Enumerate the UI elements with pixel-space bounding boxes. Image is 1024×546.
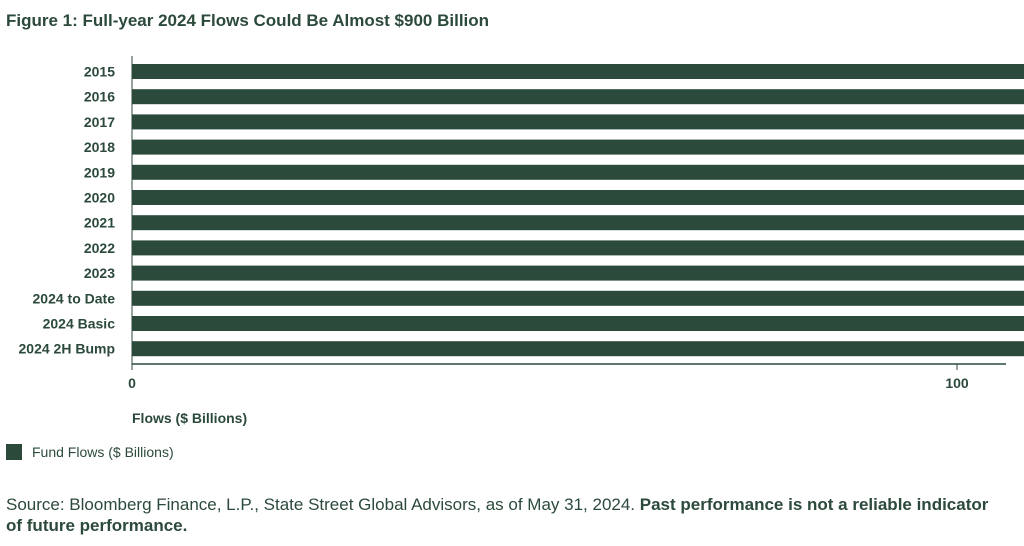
category-label: 2017 bbox=[84, 114, 115, 130]
chart-title: Figure 1: Full-year 2024 Flows Could Be … bbox=[6, 11, 490, 30]
bars-group bbox=[132, 64, 1024, 357]
x-tick-label: 100 bbox=[945, 375, 969, 391]
x-tick-label: 0 bbox=[128, 375, 136, 391]
category-label: 2024 to Date bbox=[33, 290, 116, 306]
category-label: 2022 bbox=[84, 240, 115, 256]
bar-2017 bbox=[132, 114, 1024, 130]
source-text: Source: Bloomberg Finance, L.P., State S… bbox=[6, 495, 640, 514]
x-axis: 0100200300400500600700800900 bbox=[128, 56, 1006, 391]
source-disclaimer: Past performance is not a reliable indic… bbox=[6, 495, 989, 535]
category-label: 2015 bbox=[84, 64, 115, 80]
bar-2022 bbox=[132, 240, 1024, 256]
bar-2024-to-date bbox=[132, 290, 1024, 306]
legend: Fund Flows ($ Billions) bbox=[6, 444, 174, 460]
category-label: 2018 bbox=[84, 139, 115, 155]
bar-2024-2h-bump bbox=[132, 341, 1024, 357]
bar-2015 bbox=[132, 64, 1024, 79]
category-label: 2016 bbox=[84, 89, 115, 105]
category-label: 2024 Basic bbox=[43, 316, 116, 332]
category-label: 2021 bbox=[84, 215, 115, 231]
bar-2020 bbox=[132, 190, 1024, 205]
bar-chart: 2015 2016 2017 2018 2019 2020 2021 2022 2023 2024… bbox=[19, 56, 1024, 391]
bar-2018 bbox=[132, 139, 1024, 155]
bar-2016 bbox=[132, 89, 1024, 105]
category-label: 2019 bbox=[84, 164, 115, 180]
legend-label: Fund Flows ($ Billions) bbox=[32, 444, 174, 460]
bar-2019 bbox=[132, 164, 1024, 180]
category-label: 2023 bbox=[84, 265, 115, 281]
category-label: 2020 bbox=[84, 190, 115, 206]
bar-2023 bbox=[132, 265, 1024, 281]
x-axis-title: Flows ($ Billions) bbox=[132, 410, 248, 426]
category-labels: 2015 2016 2017 2018 2019 2020 2021 2022 2023 2024… bbox=[19, 64, 116, 357]
bar-2021 bbox=[132, 215, 1024, 231]
bar-2024-basic bbox=[132, 316, 1024, 331]
legend-swatch bbox=[6, 444, 22, 460]
category-label: 2024 2H Bump bbox=[19, 341, 115, 357]
source-note: Source: Bloomberg Finance, L.P., State S… bbox=[6, 494, 1006, 536]
